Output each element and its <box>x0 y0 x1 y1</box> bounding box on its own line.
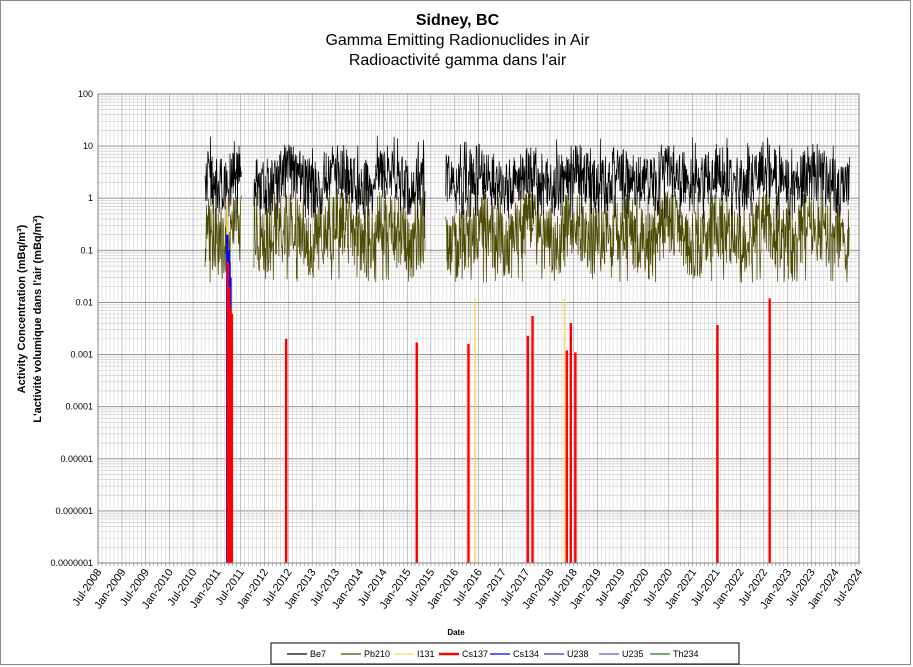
chart-title: Sidney, BC <box>415 12 500 29</box>
y-tick-label: 0.0000001 <box>50 558 93 568</box>
y-tick-label: 0.000001 <box>55 506 93 516</box>
series-line <box>204 188 850 283</box>
y-tick-label: 0.00001 <box>60 454 93 464</box>
legend-label-th234: Th234 <box>673 649 699 659</box>
legend-label-cs134: Cs134 <box>513 649 539 659</box>
x-tick-labels: Jul-2008Jan-2009Jul-2009Jan-2010Jul-2010… <box>70 567 865 611</box>
series-pb210 <box>204 188 850 283</box>
chart-title-block: Sidney, BC Gamma Emitting Radionuclides … <box>1 11 913 71</box>
series-cs137 <box>226 261 771 563</box>
data-layer <box>204 135 850 563</box>
y-axis-label-fr: L'activité volumique dans l'air (mBq/m³) <box>32 215 44 423</box>
y-tick-label: 100 <box>78 89 93 99</box>
y-tick-label: 0.1 <box>80 245 93 255</box>
y-tick-label: 10 <box>83 141 93 151</box>
y-tick-label: 0.0001 <box>65 402 93 412</box>
chart-subtitle-fr: Radioactivité gamma dans l'air <box>348 52 567 69</box>
chart-subtitle: Gamma Emitting Radionuclides in Air <box>325 32 590 49</box>
legend-label-pb210: Pb210 <box>364 649 390 659</box>
legend: Be7 Pb210 I131 Cs137 Cs134 U238 U235 Th234 <box>270 642 740 665</box>
legend-label-i131: I131 <box>417 649 435 659</box>
legend-label-u238: U238 <box>567 649 589 659</box>
y-tick-labels: 100 10 1 0.1 0.01 0.001 0.0001 0.00001 0.000001 0… <box>50 89 93 568</box>
legend-label-cs137: Cs137 <box>462 649 488 659</box>
legend-items: Be7 Pb210 I131 Cs137 Cs134 U238 U235 Th234 <box>287 649 699 659</box>
y-tick-label: 0.001 <box>70 350 93 360</box>
legend-label-u235: U235 <box>622 649 644 659</box>
series-be7 <box>204 135 850 220</box>
x-axis-label: Date <box>447 628 465 637</box>
legend-label-be7: Be7 <box>310 649 326 659</box>
y-tick-label: 0.01 <box>75 297 93 307</box>
series-line <box>204 135 850 220</box>
y-tick-label: 1 <box>88 193 93 203</box>
plot-area-border <box>97 93 860 564</box>
y-axis-label: Activity Concentration (mBq/m³) <box>16 224 28 393</box>
